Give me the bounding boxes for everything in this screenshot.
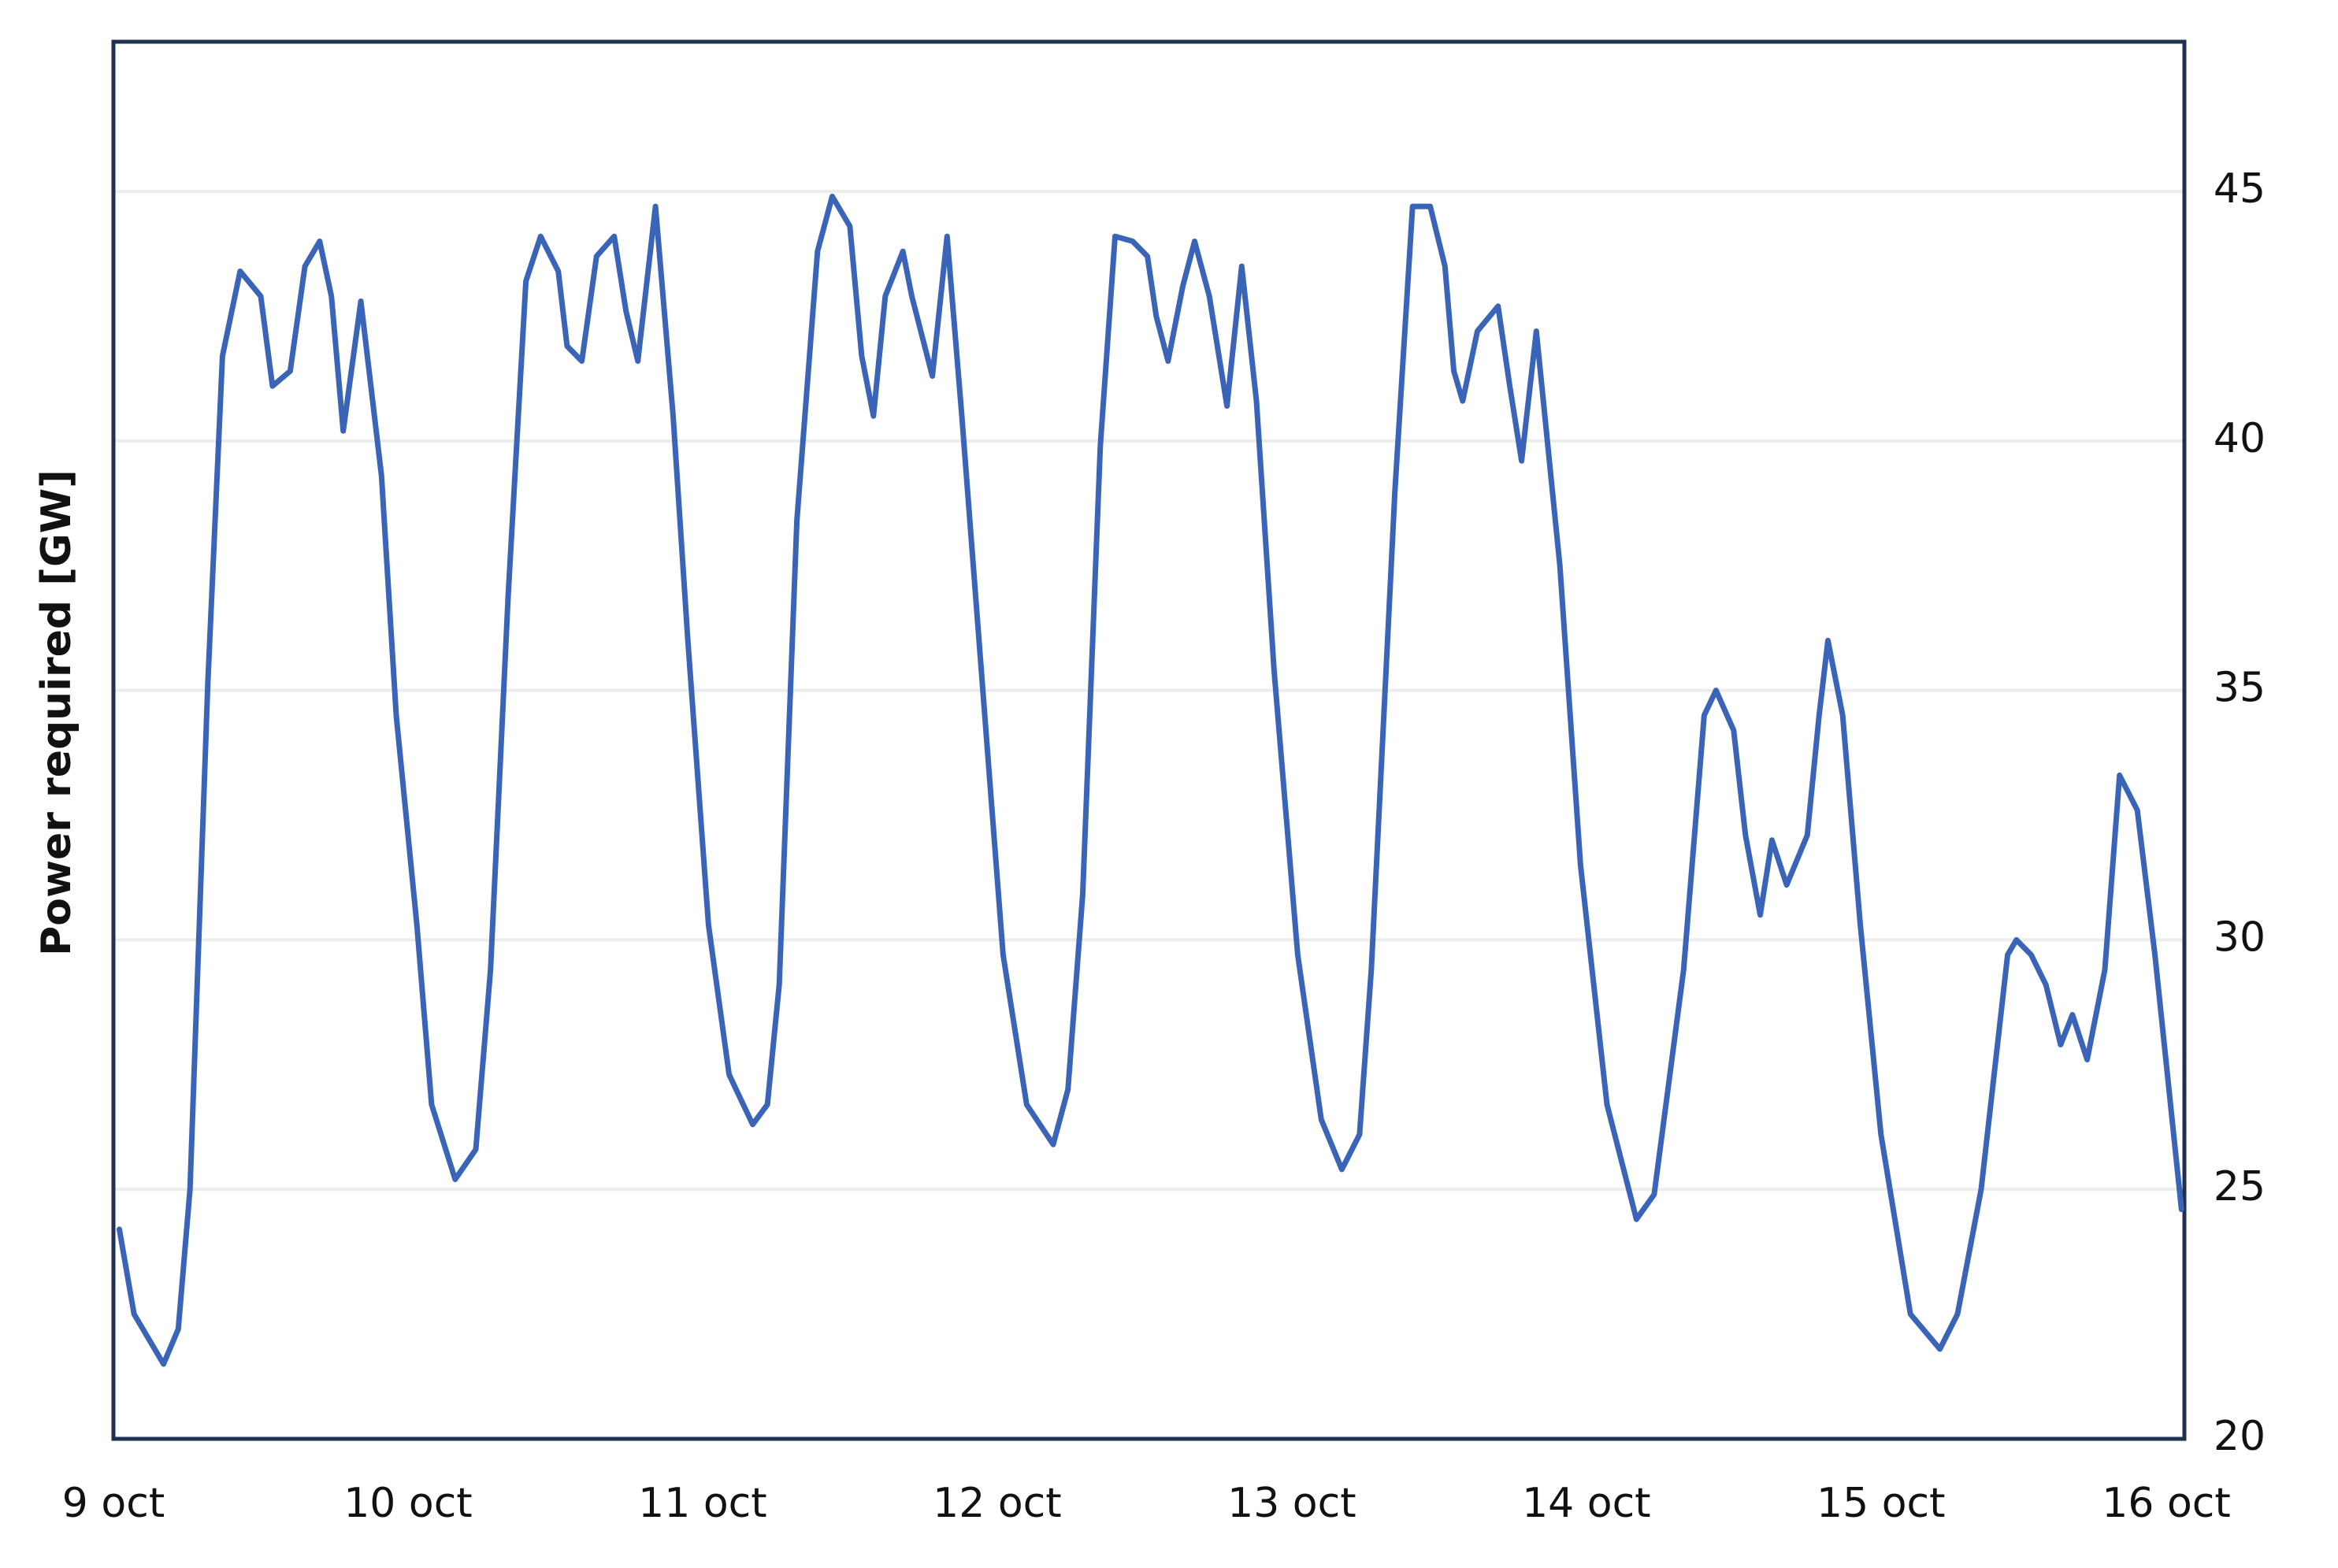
y-tick-label: 40 [2214,415,2266,462]
y-tick-label: 20 [2214,1413,2266,1460]
x-tick-label: 13 oct [1227,1480,1356,1527]
x-tick-label: 9 oct [62,1480,165,1527]
y-tick-label: 45 [2214,165,2266,213]
y-axis-title: Power required [GW] [33,469,80,956]
x-tick-label: 14 oct [1522,1480,1651,1527]
x-tick-label: 11 oct [638,1480,767,1527]
y-tick-label: 25 [2214,1163,2266,1210]
plot-frame [111,39,2187,1441]
x-tick-label: 16 oct [2102,1480,2231,1527]
x-tick-label: 12 oct [933,1480,1062,1527]
y-tick-label: 30 [2214,914,2266,961]
y-tick-label: 35 [2214,665,2266,712]
x-tick-label: 15 oct [1817,1480,1946,1527]
x-tick-label: 10 oct [343,1480,473,1527]
series-line [117,193,2184,1367]
